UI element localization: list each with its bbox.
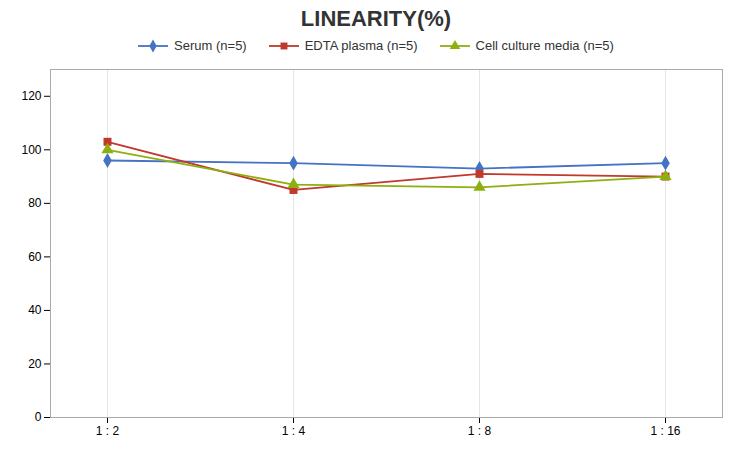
svg-text:60: 60 [28,250,42,264]
svg-text:20: 20 [28,357,42,371]
svg-text:40: 40 [28,303,42,317]
html-text:Serum (n=5): Serum (n=5) [174,38,247,53]
html-text:Cell culture media (n=5): Cell culture media (n=5) [475,38,614,53]
svg-text:1 : 4: 1 : 4 [282,424,306,438]
svg-text:1 : 2: 1 : 2 [96,424,120,438]
html-text:EDTA plasma (n=5): EDTA plasma (n=5) [304,38,418,53]
svg-text:1 : 16: 1 : 16 [650,424,680,438]
svg-text:0: 0 [35,410,42,424]
html-text:LINEARITY(%): LINEARITY(%) [300,6,452,31]
svg-text:120: 120 [21,89,41,103]
svg-text:1 : 8: 1 : 8 [468,424,492,438]
svg-text:100: 100 [21,143,41,157]
svg-text:80: 80 [28,196,42,210]
